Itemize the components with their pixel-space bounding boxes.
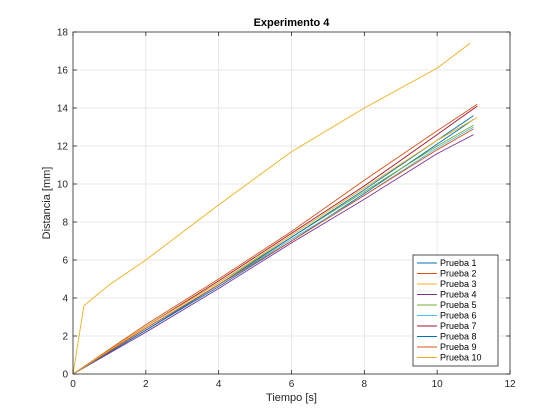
legend-label: Prueba 5 [440, 300, 477, 310]
legend-label: Prueba 3 [440, 279, 477, 289]
x-tick-label: 10 [432, 379, 444, 390]
y-tick-label: 18 [57, 28, 69, 39]
y-axis-label: Distancia [mm] [41, 167, 53, 240]
x-tick-label: 8 [362, 379, 368, 390]
series-lines [72, 43, 478, 375]
chart-title: Experimento 4 [254, 17, 331, 29]
x-tick-label: 2 [143, 379, 149, 390]
legend-label: Prueba 10 [440, 353, 482, 363]
axis-ticks: 0 2 4 6 8 10 12 0 2 4 6 8 10 12 14 16 18 [57, 28, 516, 391]
x-tick-label: 0 [70, 379, 76, 390]
x-tick-label: 4 [216, 379, 222, 390]
y-tick-label: 0 [62, 370, 68, 381]
legend-label: Prueba 8 [440, 332, 477, 342]
legend-label: Prueba 9 [440, 342, 477, 352]
legend-label: Prueba 6 [440, 311, 477, 321]
y-tick-label: 2 [62, 332, 68, 343]
x-axis-label: Tiempo [s] [266, 392, 317, 404]
series-line-2 [72, 103, 478, 375]
y-tick-label: 10 [57, 180, 69, 191]
y-tick-label: 12 [57, 142, 69, 153]
series-line-4 [72, 134, 474, 375]
y-tick-label: 6 [62, 256, 68, 267]
x-tick-label: 6 [289, 379, 295, 390]
legend-label: Prueba 7 [440, 321, 477, 331]
series-line-10 [72, 117, 478, 375]
y-tick-label: 16 [57, 66, 69, 77]
x-tick-label: 12 [504, 379, 516, 390]
y-tick-label: 4 [62, 294, 68, 305]
series-line-9 [72, 128, 474, 375]
y-tick-label: 8 [62, 218, 68, 229]
legend-label: Prueba 2 [440, 269, 477, 279]
y-tick-label: 14 [57, 104, 69, 115]
grid [73, 32, 510, 374]
legend-label: Prueba 1 [440, 258, 477, 268]
legend-label: Prueba 4 [440, 290, 477, 300]
series-line-3 [72, 43, 471, 375]
